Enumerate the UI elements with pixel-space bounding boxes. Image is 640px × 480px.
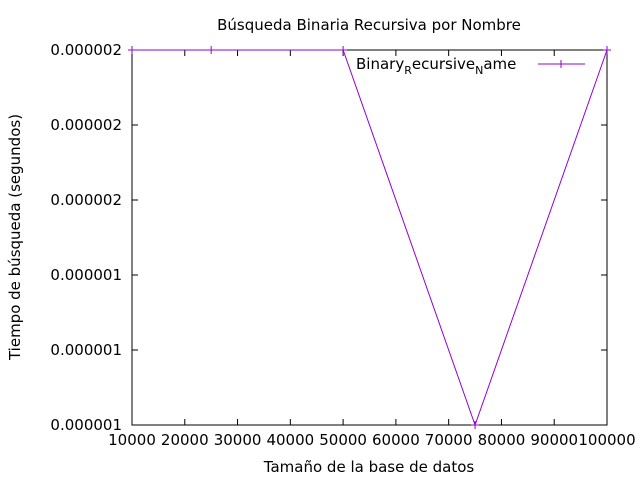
legend-label-sub-1: R — [404, 64, 412, 77]
series-line — [132, 49, 608, 427]
y-axis: 0.000001 0.000001 0.000001 0.000002 0.000002… — [50, 41, 607, 434]
y-tick-label: 0.000002 — [50, 116, 122, 134]
legend-label-main: Binary — [356, 55, 404, 73]
legend-label: BinaryRecursiveName — [356, 55, 516, 77]
y-tick-label: 0.000002 — [50, 191, 122, 209]
data-point — [207, 46, 216, 54]
data-point — [128, 46, 136, 54]
data-point — [603, 46, 611, 54]
x-tick-label: 100000 — [578, 431, 635, 449]
x-tick-label: 60000 — [372, 431, 420, 449]
x-tick-label: 80000 — [478, 431, 526, 449]
y-tick-label: 0.000001 — [50, 266, 122, 284]
data-point — [471, 421, 480, 429]
x-tick-label: 90000 — [530, 431, 578, 449]
y-tick-label: 0.000002 — [50, 41, 122, 59]
x-axis-label: Tamaño de la base de datos — [263, 458, 475, 476]
x-tick-label: 30000 — [214, 431, 262, 449]
x-axis: 10000 20000 30000 40000 50000 60000 70000 80000… — [108, 50, 636, 449]
legend-label-sub-2: N — [475, 64, 483, 77]
x-tick-label: 20000 — [161, 431, 209, 449]
legend-label-mid: ecursive — [412, 55, 475, 73]
x-tick-label: 10000 — [108, 431, 156, 449]
legend: BinaryRecursiveName — [356, 55, 585, 77]
plot-frame — [131, 49, 608, 426]
chart-title: Búsqueda Binaria Recursiva por Nombre — [217, 16, 521, 34]
x-tick-label: 40000 — [266, 431, 314, 449]
legend-label-end: ame — [483, 55, 516, 73]
x-tick-label: 70000 — [425, 431, 473, 449]
y-axis-label: Tiempo de búsqueda (segundos) — [6, 114, 24, 361]
x-tick-label: 50000 — [319, 431, 367, 449]
series-layer — [128, 46, 611, 429]
y-tick-label: 0.000001 — [50, 416, 122, 434]
y-tick-label: 0.000001 — [50, 341, 122, 359]
data-point — [339, 46, 348, 54]
